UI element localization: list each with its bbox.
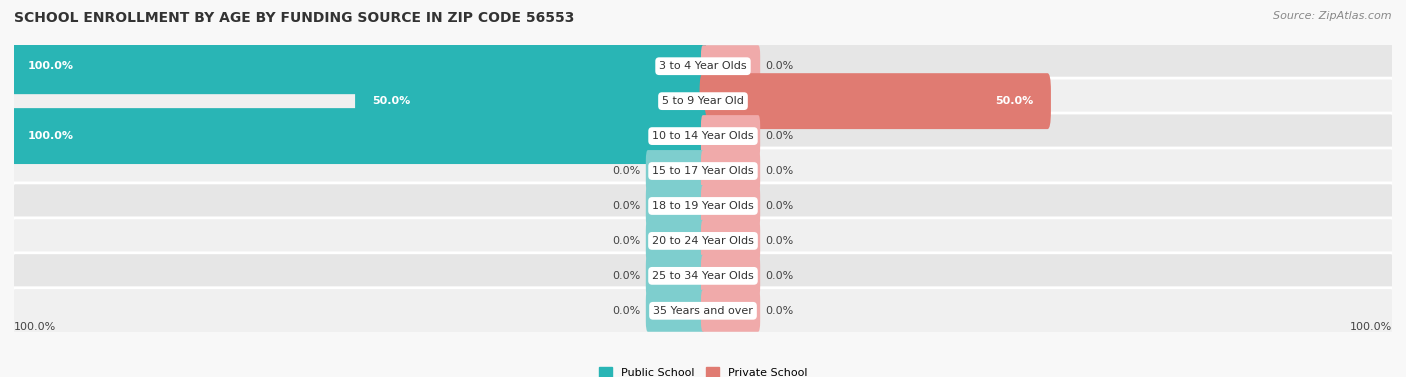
FancyBboxPatch shape: [13, 253, 1393, 299]
FancyBboxPatch shape: [13, 78, 1393, 124]
FancyBboxPatch shape: [645, 185, 704, 227]
Text: 100.0%: 100.0%: [14, 322, 56, 332]
Text: 50.0%: 50.0%: [995, 96, 1033, 106]
FancyBboxPatch shape: [702, 290, 761, 332]
Text: 15 to 17 Year Olds: 15 to 17 Year Olds: [652, 166, 754, 176]
Text: 100.0%: 100.0%: [28, 131, 75, 141]
Text: 0.0%: 0.0%: [765, 61, 793, 71]
Text: 5 to 9 Year Old: 5 to 9 Year Old: [662, 96, 744, 106]
FancyBboxPatch shape: [702, 45, 761, 87]
Text: 0.0%: 0.0%: [765, 201, 793, 211]
Text: 0.0%: 0.0%: [613, 306, 641, 316]
Text: 0.0%: 0.0%: [765, 166, 793, 176]
Text: 0.0%: 0.0%: [765, 131, 793, 141]
FancyBboxPatch shape: [13, 43, 1393, 89]
FancyBboxPatch shape: [645, 150, 704, 192]
FancyBboxPatch shape: [702, 115, 761, 157]
FancyBboxPatch shape: [702, 220, 761, 262]
FancyBboxPatch shape: [702, 255, 761, 297]
FancyBboxPatch shape: [702, 150, 761, 192]
FancyBboxPatch shape: [702, 185, 761, 227]
FancyBboxPatch shape: [645, 290, 704, 332]
Text: 18 to 19 Year Olds: 18 to 19 Year Olds: [652, 201, 754, 211]
Text: 0.0%: 0.0%: [613, 166, 641, 176]
Text: 35 Years and over: 35 Years and over: [652, 306, 754, 316]
FancyBboxPatch shape: [13, 288, 1393, 334]
Text: 20 to 24 Year Olds: 20 to 24 Year Olds: [652, 236, 754, 246]
Text: 50.0%: 50.0%: [373, 96, 411, 106]
FancyBboxPatch shape: [13, 218, 1393, 264]
FancyBboxPatch shape: [645, 255, 704, 297]
Legend: Public School, Private School: Public School, Private School: [599, 367, 807, 377]
Text: 100.0%: 100.0%: [1350, 322, 1392, 332]
Text: 0.0%: 0.0%: [765, 306, 793, 316]
FancyBboxPatch shape: [700, 73, 1050, 129]
Text: 0.0%: 0.0%: [613, 271, 641, 281]
Text: 0.0%: 0.0%: [765, 236, 793, 246]
Text: 0.0%: 0.0%: [613, 201, 641, 211]
FancyBboxPatch shape: [11, 38, 706, 94]
FancyBboxPatch shape: [13, 113, 1393, 159]
FancyBboxPatch shape: [13, 183, 1393, 229]
Text: 100.0%: 100.0%: [28, 61, 75, 71]
Text: 10 to 14 Year Olds: 10 to 14 Year Olds: [652, 131, 754, 141]
Text: 25 to 34 Year Olds: 25 to 34 Year Olds: [652, 271, 754, 281]
Text: Source: ZipAtlas.com: Source: ZipAtlas.com: [1274, 11, 1392, 21]
Text: 3 to 4 Year Olds: 3 to 4 Year Olds: [659, 61, 747, 71]
FancyBboxPatch shape: [13, 148, 1393, 194]
Text: 0.0%: 0.0%: [765, 271, 793, 281]
Text: 0.0%: 0.0%: [613, 236, 641, 246]
FancyBboxPatch shape: [11, 108, 706, 164]
Text: SCHOOL ENROLLMENT BY AGE BY FUNDING SOURCE IN ZIP CODE 56553: SCHOOL ENROLLMENT BY AGE BY FUNDING SOUR…: [14, 11, 575, 25]
FancyBboxPatch shape: [356, 73, 706, 129]
FancyBboxPatch shape: [645, 220, 704, 262]
